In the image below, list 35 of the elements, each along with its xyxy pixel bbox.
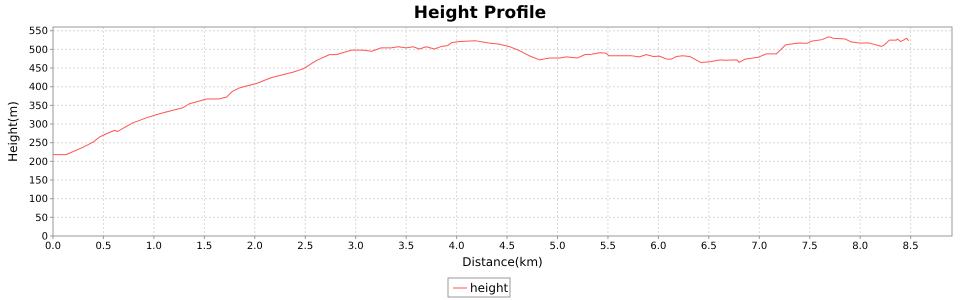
y-tick-label: 400 [28,82,48,94]
x-tick-label: 5.0 [550,241,566,252]
y-tick-label: 450 [28,64,48,75]
y-tick-label: 200 [28,156,48,168]
y-tick-label: 250 [28,138,48,150]
x-tick-label: 8.0 [852,241,868,252]
x-tick-label: 2.0 [246,241,263,252]
x-tick-label: 7.5 [802,241,818,252]
y-tick-label: 0 [42,232,48,242]
x-tick-label: 8.5 [902,241,919,252]
x-tick-label: 2.5 [297,241,314,252]
x-tick-label: 7.0 [751,241,768,252]
y-tick-label: 500 [28,44,48,56]
chart-title: Height Profile [414,3,546,23]
x-tick-label: 6.0 [650,241,666,252]
x-tick-label: 3.0 [348,241,364,252]
x-tick-label: 6.5 [700,241,717,252]
line-series [52,36,910,156]
y-tick-label: 350 [28,100,48,112]
y-tick-label: 100 [28,194,48,206]
y-tick-label: 150 [28,176,48,187]
x-tick-label: 5.5 [600,241,616,252]
y-tick-label: 300 [28,120,48,131]
y-tick-label: 550 [28,26,48,38]
x-tick-label: 0.5 [95,241,112,252]
x-tick-label: 0.0 [45,241,61,252]
x-tick-label: 1.5 [196,241,212,252]
x-tick-label: 3.5 [398,241,414,252]
x-axis-title: Distance(km) [462,255,543,269]
y-axis-title: Height(m) [6,101,20,162]
y-tick-label: 50 [35,212,48,224]
x-tick-label: 4.0 [448,241,465,252]
x-tick-label: 4.5 [499,241,515,252]
x-tick-label: 1.0 [146,241,162,252]
legend-label: height [470,281,509,295]
